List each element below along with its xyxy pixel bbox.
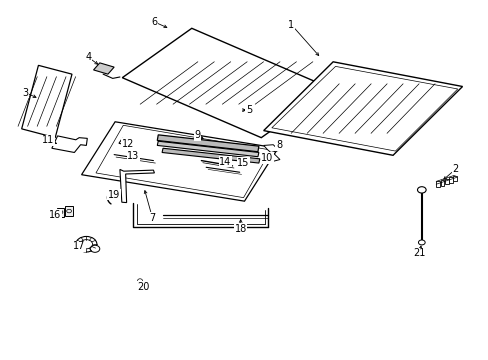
Text: 10: 10 (261, 153, 273, 163)
Polygon shape (162, 148, 259, 163)
Polygon shape (157, 141, 258, 157)
Text: 18: 18 (234, 224, 246, 234)
Text: 16: 16 (48, 210, 61, 220)
Text: 9: 9 (194, 130, 200, 140)
Polygon shape (122, 28, 330, 138)
Polygon shape (263, 62, 462, 155)
FancyBboxPatch shape (452, 176, 456, 181)
FancyBboxPatch shape (65, 207, 73, 216)
Text: 8: 8 (275, 140, 282, 150)
FancyBboxPatch shape (57, 207, 64, 217)
FancyBboxPatch shape (444, 179, 447, 184)
Text: 4: 4 (85, 52, 91, 62)
Text: 21: 21 (412, 248, 425, 258)
Polygon shape (81, 122, 278, 201)
Text: 5: 5 (245, 105, 252, 115)
Text: 13: 13 (127, 151, 139, 161)
Polygon shape (264, 154, 280, 162)
Text: 11: 11 (42, 135, 54, 145)
Polygon shape (157, 135, 258, 152)
Text: 19: 19 (108, 190, 120, 200)
Text: 20: 20 (138, 282, 150, 292)
Polygon shape (119, 138, 132, 145)
Text: 3: 3 (22, 87, 28, 98)
Polygon shape (263, 145, 279, 153)
FancyBboxPatch shape (435, 181, 439, 187)
Text: 2: 2 (451, 165, 458, 174)
Text: 12: 12 (122, 139, 134, 149)
FancyBboxPatch shape (48, 208, 56, 218)
Text: 14: 14 (219, 157, 231, 167)
Circle shape (76, 237, 97, 252)
Text: 17: 17 (73, 241, 85, 251)
Polygon shape (120, 170, 154, 203)
FancyBboxPatch shape (440, 180, 444, 186)
Text: 7: 7 (149, 213, 155, 223)
Circle shape (417, 187, 425, 193)
Text: 6: 6 (151, 17, 157, 27)
Text: 15: 15 (237, 158, 249, 168)
Text: 1: 1 (288, 20, 294, 30)
Polygon shape (93, 63, 114, 74)
Polygon shape (52, 136, 87, 153)
FancyBboxPatch shape (448, 177, 452, 183)
Circle shape (90, 245, 100, 252)
Polygon shape (21, 66, 72, 138)
Circle shape (418, 240, 424, 245)
